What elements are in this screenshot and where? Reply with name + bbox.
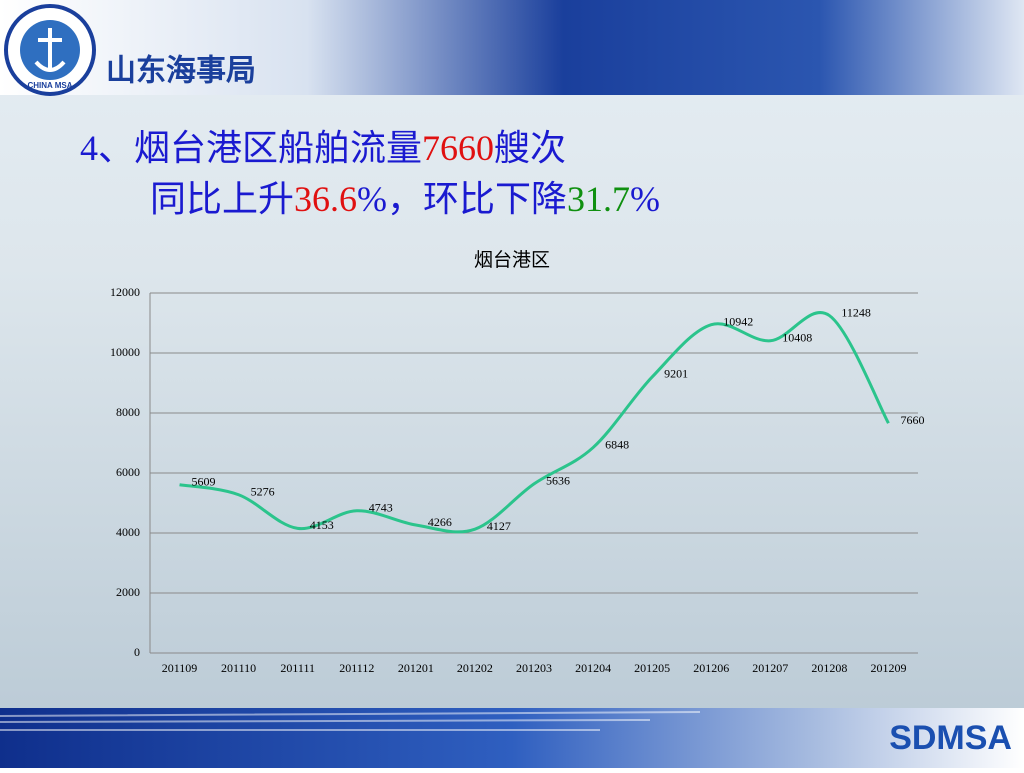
data-line (179, 311, 890, 534)
headline-2: 同比上升36.6%，环比下降31.7% (150, 179, 660, 219)
plot: 0 2000 4000 6000 8000 10000 12000 201109 201110 2… (110, 285, 924, 675)
data-label: 4127 (487, 519, 511, 533)
x-tick-label: 201206 (693, 661, 729, 675)
y-tick-label: 8000 (116, 405, 140, 419)
x-tick-label: 201205 (634, 661, 670, 675)
x-tick-label: 201207 (752, 661, 788, 675)
data-label: 10942 (723, 314, 753, 328)
x-tick-label: 201209 (870, 661, 906, 675)
y-tick-label: 12000 (110, 285, 140, 299)
x-tick-label: 201111 (280, 661, 315, 675)
headline-number: 7660 (422, 128, 494, 168)
data-label: 7660 (900, 413, 924, 427)
headline-1: 4、烟台港区船舶流量7660艘次 (80, 128, 566, 168)
logo-text: CHINA MSA (27, 81, 72, 90)
data-label: 9201 (664, 367, 688, 381)
data-label: 5609 (192, 474, 216, 488)
org-name: 山东海事局 (106, 54, 256, 89)
data-label: 4153 (310, 518, 334, 532)
headline-text: 艘次 (494, 128, 566, 168)
x-tick-label: 201202 (457, 661, 493, 675)
y-tick-label: 0 (134, 645, 140, 659)
logo-anchor (34, 28, 66, 72)
x-tick-label: 201204 (575, 661, 611, 675)
footer-band (0, 708, 1024, 768)
chart-title: 烟台港区 (474, 249, 550, 271)
headline-text: %，环比下降 (357, 179, 567, 219)
data-label: 10408 (782, 331, 812, 345)
x-tick-label: 201110 (221, 661, 256, 675)
footer-brand: SDMSA (889, 719, 1012, 757)
y-tick-label: 4000 (116, 525, 140, 539)
data-label: 5636 (546, 474, 570, 488)
headline-number: 36.6 (294, 179, 357, 219)
y-tick-label: 2000 (116, 585, 140, 599)
data-label: 4266 (428, 515, 452, 529)
headline-text: 4、烟台港区船舶流量 (80, 128, 422, 168)
x-tick-label: 201112 (339, 661, 374, 675)
x-tick-label: 201109 (162, 661, 198, 675)
x-tick-label: 201208 (811, 661, 847, 675)
header-band (0, 0, 1024, 95)
headline-text: 同比上升 (150, 179, 294, 219)
data-label: 6848 (605, 437, 629, 451)
footer-stripes (0, 711, 701, 731)
data-label: 4743 (369, 500, 393, 514)
x-tick-label: 201201 (398, 661, 434, 675)
y-tick-label: 6000 (116, 465, 140, 479)
data-label: 5276 (251, 484, 275, 498)
data-label: 11248 (841, 305, 871, 319)
headline-text: % (630, 179, 660, 219)
headline-number: 31.7 (567, 179, 630, 219)
y-tick-label: 10000 (110, 345, 140, 359)
x-tick-label: 201203 (516, 661, 552, 675)
